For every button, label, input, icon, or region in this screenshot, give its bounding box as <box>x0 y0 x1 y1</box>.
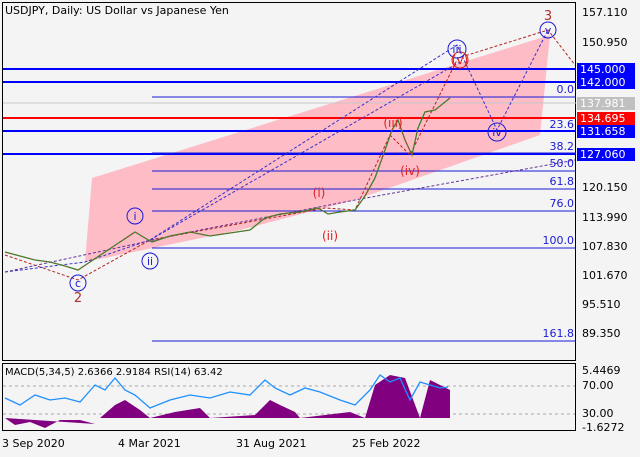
indicator-title: MACD(5,34,5) 2.6366 2.9184 RSI(14) 63.42 <box>5 367 223 378</box>
wave-c-circle <box>69 274 87 292</box>
chart-title: USDJPY, Daily: US Dollar vs Japanese Yen <box>5 4 229 17</box>
fib-label: 61.8 <box>549 175 575 188</box>
price-tick: 101.670 <box>582 269 628 282</box>
fib-label: 0.0 <box>556 83 575 96</box>
price-tick: 120.150 <box>582 181 628 194</box>
level-tag-134: 134.695 <box>577 112 635 125</box>
price-tick: 157.110 <box>582 6 628 19</box>
indicator-panel[interactable] <box>2 363 576 431</box>
price-tick: 95.510 <box>582 298 621 311</box>
fib-label: 161.8 <box>542 327 575 340</box>
indicator-tick: 70.00 <box>582 379 614 392</box>
price-channel <box>85 35 550 262</box>
level-tag-145: 145.000 <box>577 63 635 76</box>
level-tag-131: 131.658 <box>577 125 635 138</box>
date-label: 31 Aug 2021 <box>236 437 307 450</box>
fib-label: 100.0 <box>542 234 575 247</box>
svg-text:c: c <box>75 277 81 290</box>
svg-text:(ii): (ii) <box>322 229 338 243</box>
price-tick: 113.990 <box>582 211 628 224</box>
svg-text:i: i <box>133 210 136 223</box>
level-tag-127: 127.060 <box>577 148 635 161</box>
indicator-tick: 30.00 <box>582 407 614 420</box>
indicator-tick: 5.4469 <box>582 364 621 377</box>
svg-text:(i): (i) <box>313 186 326 200</box>
svg-text:2: 2 <box>74 291 82 306</box>
svg-text:(iv): (iv) <box>400 164 420 178</box>
current-price-tag: 137.981 <box>577 97 635 110</box>
fib-label: 23.6 <box>549 118 575 131</box>
indicator-tick: -1.6272 <box>582 421 625 434</box>
date-label: 25 Feb 2022 <box>352 437 421 450</box>
fib-label: 76.0 <box>549 197 575 210</box>
price-tick: 107.830 <box>582 240 628 253</box>
level-tag-142: 142.000 <box>577 76 635 89</box>
price-tick: 150.950 <box>582 36 628 49</box>
price-tick: 89.350 <box>582 327 621 340</box>
svg-text:v: v <box>545 24 552 37</box>
svg-text:(v): (v) <box>452 53 468 67</box>
date-label: 4 Mar 2021 <box>118 437 181 450</box>
svg-text:(iii): (iii) <box>383 116 402 130</box>
svg-text:iii: iii <box>452 43 461 56</box>
fib-label: 50.0 <box>549 157 575 170</box>
svg-text:ii: ii <box>147 255 153 268</box>
svg-text:iv: iv <box>492 126 502 139</box>
date-label: 3 Sep 2020 <box>2 437 65 450</box>
svg-text:3: 3 <box>544 9 552 24</box>
fib-label: 38.2 <box>549 140 575 153</box>
